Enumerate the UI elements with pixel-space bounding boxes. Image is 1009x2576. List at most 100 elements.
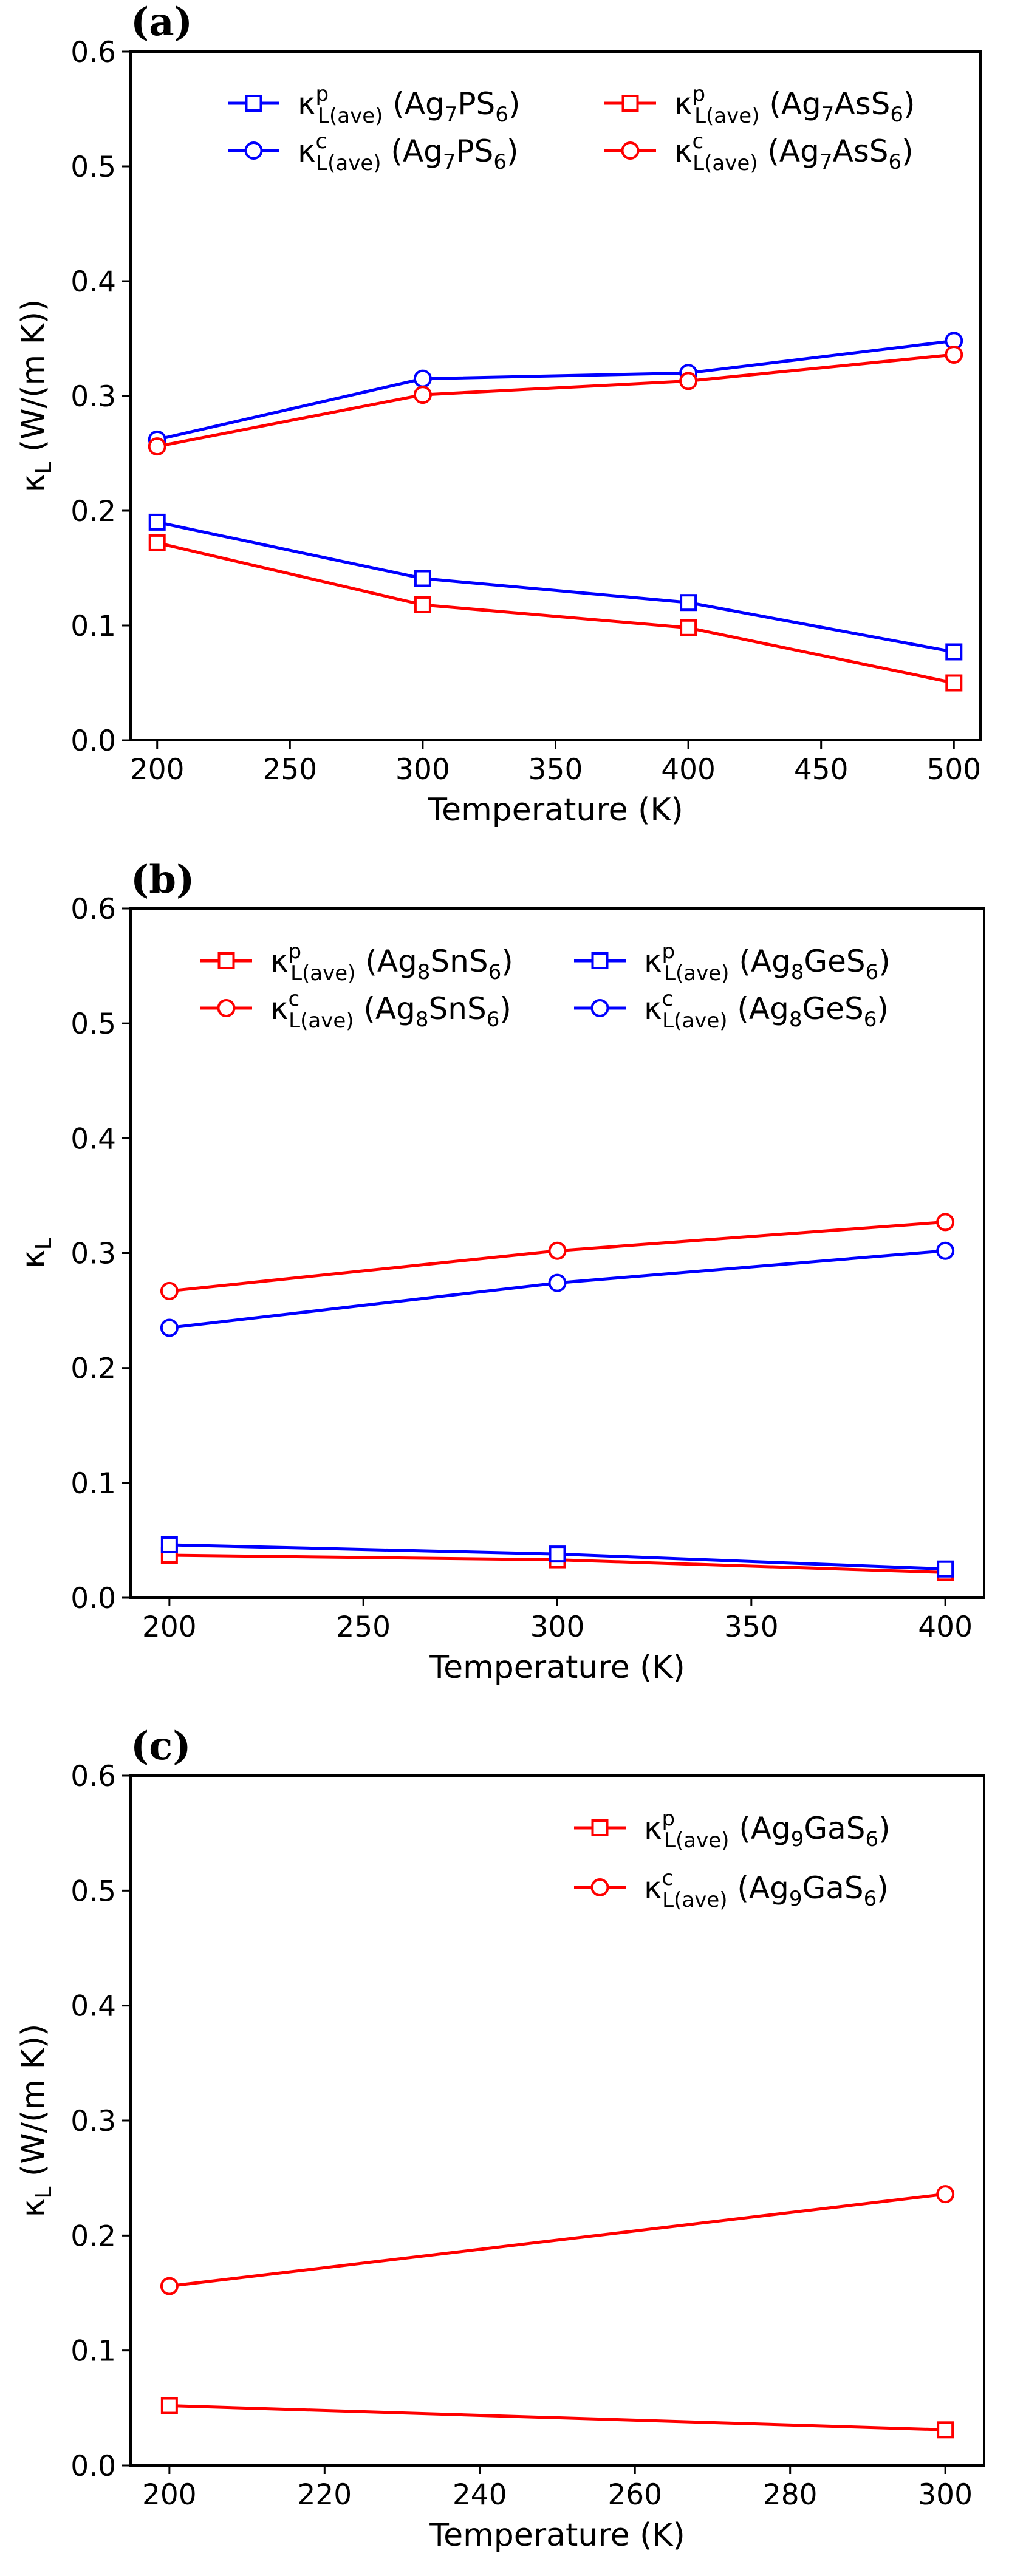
data-point-circle — [679, 372, 698, 390]
legend-compound: (Ag — [355, 944, 417, 979]
legend-entry: κp L(ave) (Ag8SnS6) — [200, 939, 513, 986]
legend-subscript: L(ave) — [316, 151, 381, 175]
legend-entry: κc L(ave) (Ag9GaS6) — [574, 1866, 889, 1912]
legend-compound-subscript: 6 — [495, 103, 508, 127]
legend-compound: GaS — [802, 1870, 864, 1906]
y-tick-label: 0.2 — [70, 1352, 116, 1386]
legend-compound: AsS — [833, 134, 889, 169]
x-tick-label: 260 — [607, 2478, 662, 2512]
legend-symbol: κ — [674, 86, 692, 121]
legend-compound-subscript: 8 — [417, 960, 431, 984]
legend-entry: κp L(ave) (Ag7AsS6) — [604, 82, 915, 128]
legend-entry: κc L(ave) (Ag8SnS6) — [200, 987, 511, 1033]
x-axis-label: Temperature (K) — [429, 1649, 685, 1686]
legend-compound: ) — [501, 944, 513, 979]
data-point-square — [414, 596, 431, 613]
legend-compound-subscript: 6 — [889, 150, 902, 174]
data-point-square — [148, 513, 166, 531]
legend-compound-subscript: 6 — [864, 1007, 877, 1032]
legend-marker-circle — [217, 999, 236, 1017]
series-line — [169, 2192, 946, 2288]
x-tick-label: 300 — [530, 1610, 585, 1644]
data-point-circle — [148, 437, 166, 456]
legend-label: κc L(ave) (Ag8GeS6) — [644, 987, 889, 1033]
legend-symbol: κ — [644, 991, 662, 1026]
legend-label: κp L(ave) (Ag7AsS6) — [674, 82, 915, 128]
y-tick-label: 0.3 — [70, 2105, 116, 2138]
legend-marker-square — [621, 95, 639, 112]
legend-superscript: p — [692, 82, 705, 106]
x-tick-label: 200 — [130, 753, 185, 786]
y-tick-label: 0.6 — [70, 36, 116, 69]
x-tick-label: 300 — [918, 2478, 973, 2512]
legend-subscript: L(ave) — [693, 151, 758, 175]
legend-compound: PS — [457, 86, 495, 121]
data-point-square — [414, 570, 431, 587]
data-point-circle — [936, 1213, 955, 1232]
legend-compound: ) — [507, 134, 519, 169]
y-axis-label-unit: (W/(m K)) — [15, 299, 52, 462]
legend-label: κc L(ave) (Ag7AsS6) — [674, 129, 914, 175]
data-point-circle — [548, 1241, 567, 1260]
legend-superscript: c — [315, 129, 327, 154]
legend-symbol: κ — [674, 134, 692, 169]
data-point-square — [937, 2421, 954, 2439]
series-line — [169, 2404, 946, 2431]
legend-compound: GeS — [802, 991, 864, 1026]
legend-superscript: p — [315, 82, 329, 106]
data-point-square — [680, 594, 697, 612]
y-tick-label: 0.3 — [70, 380, 116, 414]
legend-marker-circle — [621, 141, 640, 160]
x-tick-label: 250 — [262, 753, 317, 786]
data-point-circle — [413, 369, 432, 388]
legend-compound-subscript: 9 — [791, 1827, 804, 1852]
legend-label: κc L(ave) (Ag8SnS6) — [270, 987, 511, 1033]
data-point-square — [549, 1545, 566, 1563]
legend-compound: (Ag — [728, 991, 789, 1026]
legend-symbol: κ — [644, 944, 662, 979]
legend-compound-subscript: 8 — [789, 1007, 802, 1032]
y-axis-label-subscript: L — [32, 2187, 56, 2199]
legend-superscript: c — [662, 1866, 673, 1890]
series-line — [157, 520, 954, 653]
chart-panel-3: (c) 200 220 240 260 280 300 0.0 0.1 0.2 0.3 0.4 0.5 0… — [15, 1723, 985, 2554]
legend-compound-subscript: 6 — [864, 1887, 877, 1911]
legend-compound: ) — [878, 1811, 891, 1846]
legend-compound: GeS — [804, 944, 865, 979]
series-line — [157, 339, 954, 441]
data-point-square — [937, 1560, 954, 1578]
legend-entry: κp L(ave) (Ag9GaS6) — [574, 1807, 891, 1853]
legend-compound-subscript: 6 — [866, 1827, 879, 1852]
data-point-square — [945, 674, 963, 692]
y-axis-label: κL (W/(m K)) — [15, 299, 56, 493]
legend-marker-square — [591, 1819, 609, 1836]
y-axis-label: κL (W/(m K)) — [15, 2024, 56, 2218]
y-tick-label: 0.5 — [70, 151, 116, 184]
chart-panel-2: (b) 200 250 300 350 400 0.0 0.1 0.2 0.3 0.4 0.5 0.6 T… — [15, 857, 985, 1686]
data-point-circle — [936, 1241, 955, 1260]
y-axis-label-symbol: κ — [15, 2199, 52, 2218]
y-tick-label: 0.0 — [70, 724, 116, 758]
legend-compound-subscript: 6 — [487, 1007, 500, 1032]
legend-compound: (Ag — [728, 1870, 789, 1906]
legend-compound: (Ag — [729, 1811, 790, 1846]
legend-compound-subscript: 7 — [443, 150, 456, 174]
x-tick-label: 350 — [528, 753, 583, 786]
x-axis-label: Temperature (K) — [427, 792, 683, 828]
legend-subscript: L(ave) — [662, 1888, 727, 1912]
legend-symbol: κ — [298, 134, 315, 169]
legend-subscript: L(ave) — [662, 1009, 727, 1033]
legend-compound-subscript: 7 — [821, 103, 835, 127]
legend-compound: (Ag — [381, 134, 443, 169]
legend-compound: (Ag — [354, 991, 416, 1026]
data-point-square — [160, 1536, 178, 1553]
legend-subscript: L(ave) — [289, 1009, 354, 1033]
y-tick-label: 0.1 — [70, 2335, 116, 2368]
x-tick-label: 400 — [661, 753, 716, 786]
y-tick-label: 0.0 — [70, 1582, 116, 1615]
x-tick-label: 250 — [336, 1610, 391, 1644]
legend-compound: (Ag — [383, 86, 444, 121]
legend-entry: κc L(ave) (Ag8GeS6) — [574, 987, 889, 1033]
x-tick-label: 200 — [142, 1610, 197, 1644]
